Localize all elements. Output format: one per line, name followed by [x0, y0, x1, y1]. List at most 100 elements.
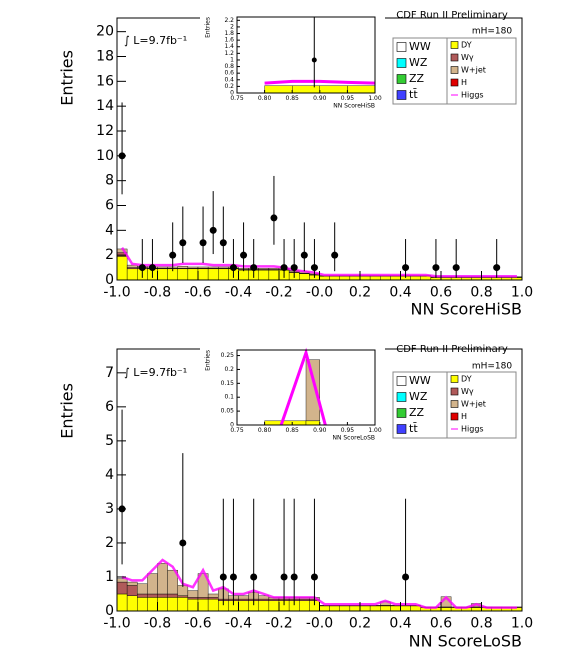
histogram-segment	[137, 593, 148, 598]
histogram-segment	[218, 266, 229, 269]
histogram-segment	[369, 605, 381, 612]
plot-frame	[236, 16, 376, 94]
y-tick-label: 0.1	[224, 394, 234, 401]
signal-line	[264, 79, 376, 85]
histogram-segment	[440, 607, 452, 612]
signal-line	[279, 347, 327, 426]
x-tick-label: -1.0	[103, 285, 130, 301]
histogram-segment	[157, 563, 168, 595]
y-tick-label: 20	[96, 24, 114, 40]
histogram-segment	[268, 600, 280, 612]
histogram-segment	[347, 85, 376, 94]
histogram-segment	[420, 276, 432, 281]
histogram-segment	[207, 598, 219, 612]
legend-swatch	[450, 66, 459, 74]
x-tick-label: 0.8	[470, 285, 492, 301]
x-tick-label: 0.4	[389, 285, 411, 301]
y-tick-label: 4	[105, 222, 114, 238]
histogram-segment	[126, 595, 138, 612]
histogram-segment	[177, 595, 189, 598]
x-tick-label: -0.0	[306, 285, 333, 301]
y-tick-label: 1.8	[224, 30, 234, 37]
luminosity: ∫ L=9.7fb⁻¹	[124, 366, 187, 379]
data-point	[290, 264, 298, 272]
y-tick-label: 6	[105, 197, 114, 213]
data-point	[280, 573, 288, 581]
y-tick-label: 0.25	[221, 352, 235, 359]
legend-label: ZZ	[409, 406, 425, 419]
legend-label: Higgs	[461, 425, 484, 434]
x-tick-label: -0.0	[306, 616, 333, 632]
histogram-segment	[187, 597, 199, 600]
histogram-segment	[329, 605, 340, 612]
histogram-segment	[292, 85, 321, 94]
data-point	[331, 251, 339, 259]
histogram-segment	[126, 585, 138, 596]
y-tick-label: 0	[230, 90, 234, 97]
mass-annotation: mH=180	[472, 362, 513, 372]
y-tick-label: 1	[230, 56, 234, 63]
histogram-segment	[359, 276, 371, 281]
legend-label: WW	[409, 374, 431, 387]
legend-label: Wγ	[461, 53, 474, 62]
data-point	[199, 239, 207, 247]
x-tick-label: 1.00	[368, 427, 382, 434]
histogram-segment	[157, 266, 168, 269]
histogram-segment	[137, 597, 148, 612]
legend-swatch	[396, 90, 407, 100]
y-tick-label: 0.15	[221, 380, 235, 387]
histogram-segment	[238, 600, 249, 612]
y-tick-label: 0.2	[224, 366, 234, 373]
legend-label: W+jet	[461, 400, 486, 409]
histogram-segment	[116, 581, 128, 595]
histogram-segment	[197, 598, 209, 612]
x-tick-label: -0.2	[265, 285, 292, 301]
y-tick-label: 4	[105, 467, 114, 483]
legend-swatch	[396, 392, 407, 402]
y-tick-label: 0.05	[221, 408, 235, 415]
data-point	[219, 239, 227, 247]
x-tick-label: 0.95	[341, 95, 355, 102]
histogram-segment	[410, 276, 421, 281]
histogram-segment	[339, 276, 351, 281]
data-point	[229, 264, 237, 272]
histogram-segment	[390, 605, 401, 612]
x-tick-label: 1.0	[511, 285, 533, 301]
x-tick-label: -0.2	[265, 616, 292, 632]
y-tick-label: 1.2	[224, 50, 234, 57]
y-tick-label: 0	[105, 603, 114, 619]
y-tick-label: 3	[105, 501, 114, 517]
inset-x-axis-title: NN ScoreHiSB	[333, 103, 375, 110]
histogram-segment	[187, 268, 199, 281]
x-tick-label: -1.0	[103, 616, 130, 632]
y-tick-label: 6	[105, 399, 114, 415]
histogram-segment	[264, 420, 307, 426]
histogram-segment	[187, 590, 199, 598]
y-tick-label: 0	[105, 272, 114, 288]
data-point	[402, 264, 410, 272]
histogram-segment	[218, 268, 229, 281]
x-tick-label: 0.6	[430, 616, 452, 632]
inset-y-axis-title: Entries	[205, 17, 212, 38]
legend-swatch	[396, 74, 407, 84]
plot-frame	[236, 349, 376, 426]
histogram-segment	[264, 85, 293, 94]
histogram-segment	[258, 598, 270, 601]
legend-swatch	[396, 424, 407, 434]
signal-line	[121, 558, 517, 609]
histogram-segment	[258, 269, 270, 281]
histogram-segment	[207, 266, 219, 269]
legend-label: Higgs	[461, 91, 484, 100]
histogram-segment	[359, 605, 371, 612]
legend-swatch	[450, 412, 459, 421]
histogram-segment	[471, 607, 482, 612]
y-tick-label: 0.6	[224, 70, 234, 77]
data-point	[310, 264, 318, 272]
x-tick-label: 0.8	[470, 616, 492, 632]
histogram-segment	[380, 276, 391, 281]
data-point	[290, 573, 298, 581]
x-tick-label: -0.8	[144, 616, 171, 632]
histogram-segment	[258, 600, 270, 612]
legend-label: WW	[409, 40, 431, 53]
histogram-segment	[299, 273, 310, 281]
